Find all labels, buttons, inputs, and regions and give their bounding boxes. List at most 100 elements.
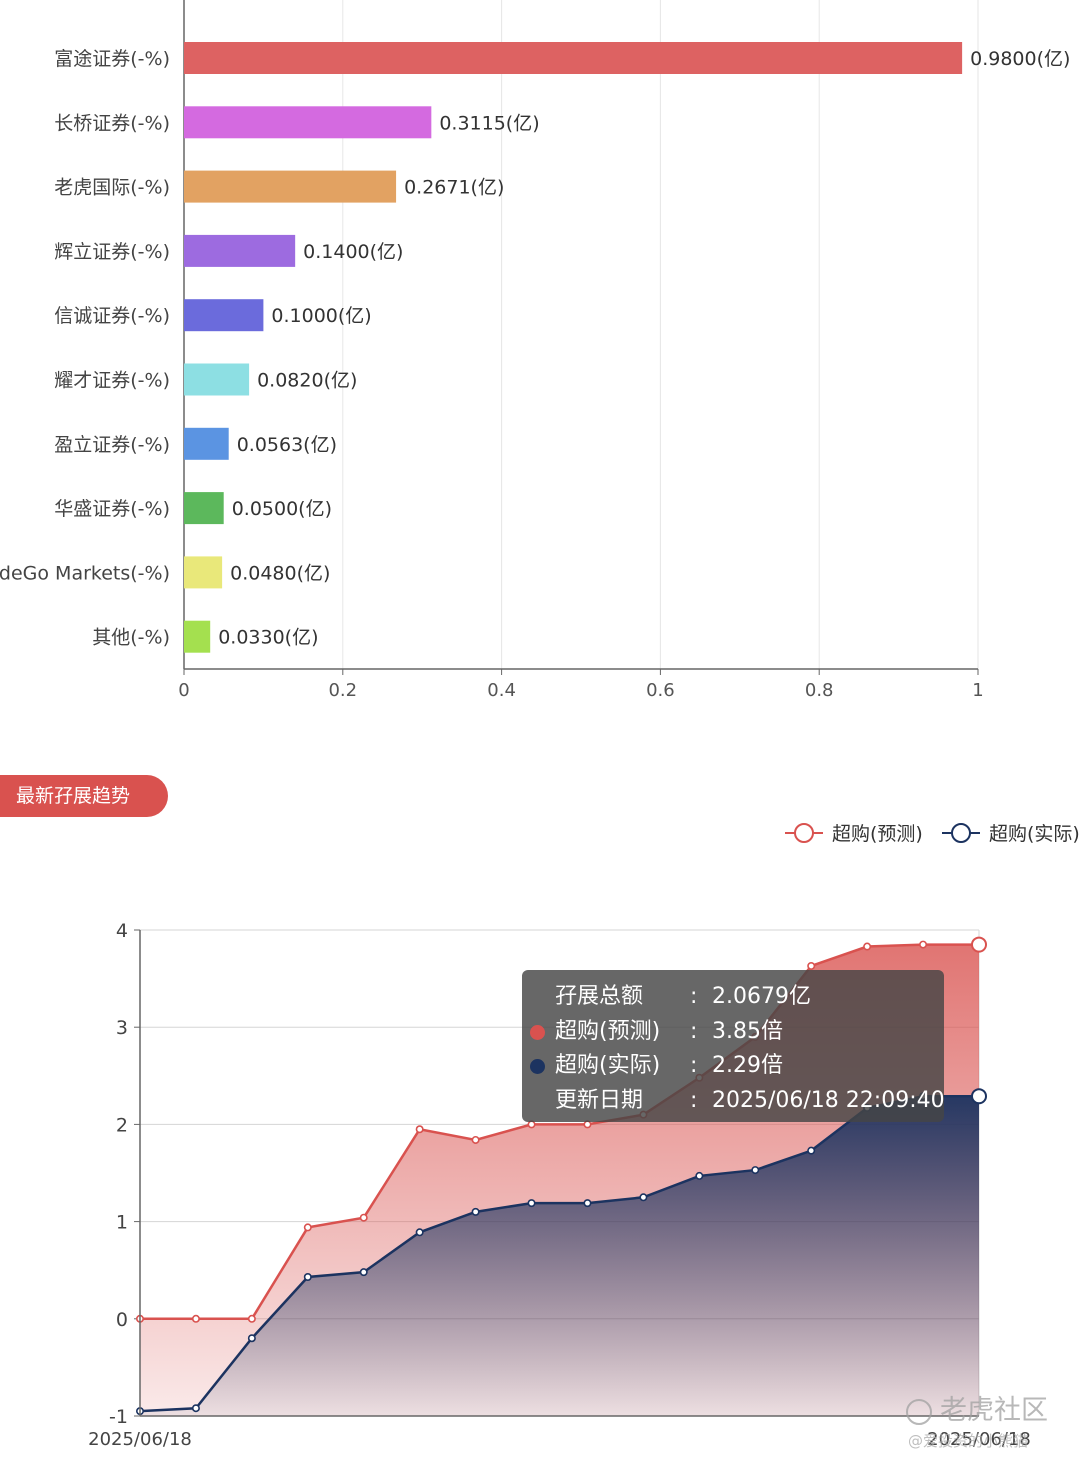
tooltip-row-total: 孖展总额 : 2.0679亿 — [522, 980, 944, 1015]
data-point — [639, 1193, 648, 1202]
y-tick-label: 0 — [116, 1309, 128, 1331]
category-label: 辉立证券(-%) — [54, 241, 170, 263]
bar — [184, 492, 224, 525]
y-tick-label: 4 — [116, 920, 128, 942]
data-point — [303, 1223, 312, 1232]
chart-tooltip: 孖展总额 : 2.0679亿 超购(预测) : 3.85倍 超购(实际) : 2… — [522, 970, 945, 1122]
watermark-brand: 老虎社区 — [906, 1388, 1048, 1427]
bar — [184, 620, 211, 653]
bar — [184, 170, 397, 203]
x-tick-label: 0.2 — [328, 680, 357, 701]
tooltip-row-forecast: 超购(预测) : 3.85倍 — [522, 1015, 944, 1050]
data-point — [971, 1088, 987, 1105]
bar — [184, 42, 963, 74]
x-tick-label: 1 — [972, 680, 983, 701]
tooltip-colon: : — [690, 984, 698, 1009]
data-point — [807, 961, 816, 970]
section-title-pill: 最新孖展趋势 — [0, 775, 168, 817]
data-point — [863, 942, 872, 951]
bar — [184, 234, 296, 267]
series-area — [140, 1096, 979, 1416]
tooltip-row-date: 更新日期 : 2025/06/18 22:09:40 — [522, 1084, 945, 1119]
bar-value-label: 0.0480(亿) — [230, 562, 330, 584]
tooltip-date-label: 更新日期 — [555, 1087, 644, 1113]
y-tick-label: 3 — [116, 1017, 128, 1039]
legend-label: 超购(预测) — [832, 823, 923, 845]
bar-value-label: 0.1400(亿) — [303, 241, 403, 263]
category-label: TradeGo Markets(-%) — [0, 562, 170, 584]
tooltip-actual-label: 超购(实际) — [555, 1053, 661, 1078]
data-point — [807, 1146, 816, 1155]
x-tick-label: 0.6 — [646, 680, 675, 701]
watermark-brand-text: 老虎社区 — [940, 1395, 1048, 1426]
tooltip-row-actual: 超购(实际) : 2.29倍 — [522, 1049, 944, 1084]
bar — [184, 427, 229, 460]
bar — [184, 106, 432, 139]
y-tick-label: 1 — [116, 1212, 128, 1234]
category-label: 老虎国际(-%) — [54, 177, 170, 199]
tooltip-total-value: 2.0679亿 — [712, 984, 811, 1009]
category-label: 富途证券(-%) — [54, 48, 170, 70]
tooltip-forecast-label: 超购(预测) — [555, 1018, 661, 1044]
x-tick-label: 2025/06/18 — [927, 1429, 1031, 1450]
data-point — [919, 940, 928, 949]
series-line — [139, 1094, 979, 1413]
category-label: 华盛证券(-%) — [54, 498, 170, 520]
tooltip-colon: : — [690, 1018, 698, 1044]
tooltip-colon: : — [690, 1087, 698, 1113]
bar-value-label: 0.1000(亿) — [271, 305, 371, 327]
x-tick-label: 2025/06/18 — [88, 1429, 192, 1450]
tooltip-total-label: 孖展总额 — [555, 984, 644, 1009]
data-point — [471, 1135, 480, 1144]
tooltip-actual-value: 2.29倍 — [712, 1053, 783, 1078]
watermark-user: @爱投资的小熊猫 — [908, 1432, 1029, 1450]
section-title: 最新孖展趋势 — [16, 785, 131, 807]
category-label: 耀才证券(-%) — [54, 370, 170, 392]
data-point — [471, 1207, 480, 1216]
series-line — [140, 943, 979, 1321]
data-point — [695, 1171, 704, 1180]
tooltip-date-value: 2025/06/18 22:09:40 — [712, 1087, 945, 1113]
data-point — [415, 1228, 424, 1237]
bar-value-label: 0.0563(亿) — [237, 434, 337, 456]
data-point — [303, 1273, 312, 1282]
forecast-dot-icon — [530, 1024, 545, 1040]
tiger-logo-icon — [906, 1398, 932, 1425]
tooltip-colon: : — [690, 1053, 698, 1078]
data-point — [583, 1120, 592, 1129]
data-point — [583, 1199, 592, 1208]
bar-value-label: 0.0820(亿) — [257, 370, 357, 392]
x-tick-label: 0 — [178, 680, 189, 701]
bar-value-label: 0.3115(亿) — [439, 112, 539, 134]
category-label: 长桥证券(-%) — [54, 112, 170, 134]
data-point — [971, 936, 987, 953]
x-tick-label: 0.4 — [487, 680, 516, 701]
bar — [184, 299, 264, 332]
broker-bar-chart: 0 0.2 0.4 0.6 0.8 1 富途证券(-%) 0.9800(亿) 长桥证券(-%) 0… — [0, 0, 1070, 701]
x-tick-label: 0.8 — [805, 680, 834, 701]
data-point — [191, 1404, 200, 1413]
y-tick-label: 2 — [116, 1114, 128, 1136]
actual-dot-icon — [530, 1059, 545, 1074]
bar-value-label: 0.9800(亿) — [970, 48, 1070, 70]
data-point — [359, 1268, 368, 1277]
y-tick-label: -1 — [109, 1406, 128, 1428]
data-point — [359, 1213, 368, 1222]
data-point — [415, 1125, 424, 1134]
data-point — [247, 1314, 256, 1323]
legend-marker-icon — [794, 823, 814, 843]
bar — [184, 556, 223, 589]
legend-marker-icon — [951, 823, 971, 843]
data-point — [527, 1199, 536, 1208]
category-label: 其他(-%) — [92, 627, 170, 649]
legend-label: 超购(实际) — [989, 823, 1080, 845]
data-point — [191, 1314, 200, 1323]
bar-value-label: 0.2671(亿) — [404, 177, 504, 199]
tooltip-forecast-value: 3.85倍 — [712, 1018, 783, 1044]
data-point — [247, 1334, 256, 1343]
data-point — [527, 1120, 536, 1129]
bar-value-label: 0.0500(亿) — [232, 498, 332, 520]
data-point — [751, 1166, 760, 1175]
bar — [184, 363, 250, 396]
category-label: 信诚证券(-%) — [54, 305, 170, 327]
